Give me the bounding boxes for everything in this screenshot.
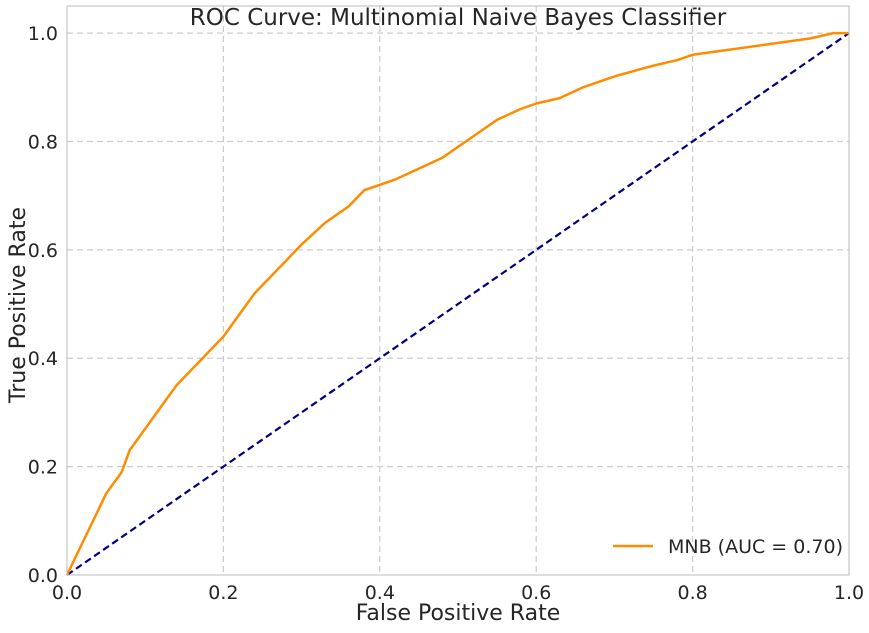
y-tick-label: 0.4 — [28, 348, 58, 370]
y-axis-label: True Positive Rate — [6, 207, 31, 404]
legend: MNB (AUC = 0.70) — [613, 536, 843, 558]
y-tick-label: 0.8 — [28, 131, 58, 153]
x-tick-label: 0.0 — [52, 582, 82, 604]
x-tick-label: 0.2 — [208, 582, 238, 604]
plot-frame — [66, 5, 850, 576]
y-tick-label: 0.2 — [28, 457, 58, 479]
series-layer — [65, 31, 850, 576]
chance-diagonal-line — [66, 32, 850, 576]
x-tick-label: 1.0 — [834, 582, 864, 604]
y-tick-label: 1.0 — [28, 23, 58, 45]
y-tick-label: 0.6 — [28, 240, 58, 262]
x-tick-label: 0.6 — [521, 582, 551, 604]
chart-title: ROC Curve: Multinomial Naive Bayes Class… — [190, 5, 727, 31]
y-tick-label: 0.0 — [28, 565, 58, 587]
mnb-roc-line — [65, 31, 849, 576]
x-tick-label: 0.4 — [365, 582, 395, 604]
x-axis-label: False Positive Rate — [356, 601, 560, 626]
legend-label: MNB (AUC = 0.70) — [668, 536, 843, 558]
x-tick-label: 0.8 — [677, 582, 707, 604]
x-tick-labels: 0.0 0.2 0.4 0.6 0.8 1.0 — [52, 582, 864, 604]
grid — [67, 6, 849, 575]
y-tick-labels: 0.0 0.2 0.4 0.6 0.8 1.0 — [28, 23, 58, 587]
